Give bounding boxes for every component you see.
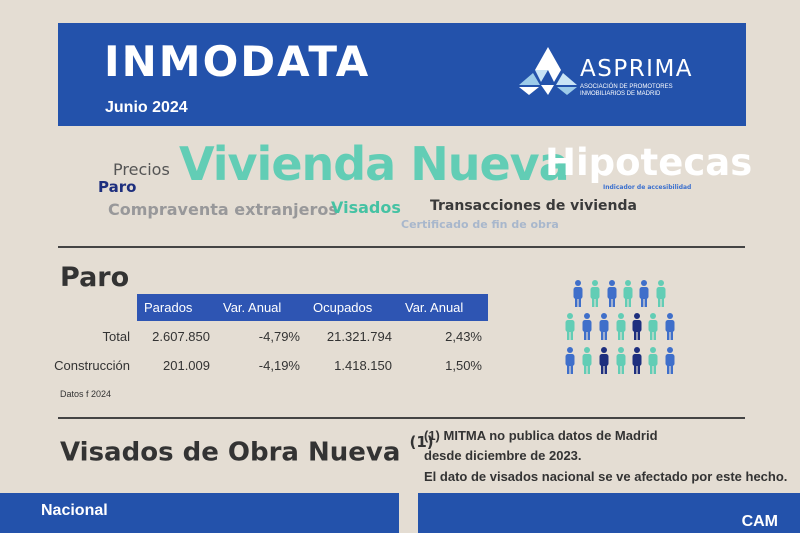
- note-line: desde diciembre de 2023.: [424, 448, 582, 463]
- word-hipotecas: Hipotecas: [545, 141, 753, 184]
- table-cell: 1,50%: [445, 358, 482, 373]
- word-visados: Visados: [331, 198, 401, 217]
- word-indicador-accesibilidad: Indicador de accesibilidad: [603, 184, 692, 191]
- table-cell: 2.607.850: [152, 329, 210, 344]
- col-header: Parados: [137, 294, 220, 321]
- brand-name: ASPRIMA: [580, 56, 694, 82]
- word-certificado-fin-obra: Certificado de fin de obra: [401, 218, 559, 231]
- section-divider: [58, 246, 745, 248]
- people-icon: [565, 280, 675, 374]
- panel-nacional: Nacional: [0, 493, 399, 533]
- table-cell: -4,79%: [258, 329, 300, 344]
- visados-title: Visados de Obra Nueva (1): [60, 433, 434, 468]
- report-title: INMODATA: [104, 37, 371, 86]
- note-line: (1) MITMA no publica datos de Madrid: [424, 428, 658, 443]
- word-vivienda-nueva: Vivienda Nueva: [179, 137, 570, 191]
- header-banner: INMODATA Junio 2024 ASPRIMA ASOCIACIÓN D…: [58, 23, 746, 126]
- word-paro: Paro: [98, 178, 137, 196]
- panel-title: CAM: [741, 513, 778, 530]
- word-compraventa-extranjeros: Compraventa extranjeros: [108, 200, 338, 219]
- row-label: Construcción: [54, 358, 130, 373]
- col-header: Var. Anual: [216, 294, 306, 321]
- data-source: Datos f 2024: [60, 389, 112, 399]
- col-header: Var. Anual: [398, 294, 488, 321]
- col-header: Ocupados: [306, 294, 398, 321]
- section-divider: [58, 417, 745, 419]
- table-cell: 1.418.150: [334, 358, 392, 373]
- note-line: El dato de visados nacional se ve afecta…: [424, 469, 788, 484]
- table-cell: 2,43%: [445, 329, 482, 344]
- panel-title: Nacional: [41, 502, 108, 519]
- word-precios: Precios: [113, 160, 170, 179]
- brand-subtitle: ASOCIACIÓN DE PROMOTORES INMOBILIARIOS D…: [580, 84, 673, 97]
- table-cell: 201.009: [163, 358, 210, 373]
- table-cell: -4,19%: [258, 358, 300, 373]
- table-cell: 21.321.794: [326, 329, 392, 344]
- panel-cam: CAM: [418, 493, 800, 533]
- word-transacciones-vivienda: Transacciones de vivienda: [430, 198, 637, 214]
- asprima-logo-icon: [519, 47, 577, 95]
- row-label: Total: [102, 329, 130, 344]
- paro-title: Paro: [60, 262, 130, 293]
- report-date: Junio 2024: [105, 99, 188, 116]
